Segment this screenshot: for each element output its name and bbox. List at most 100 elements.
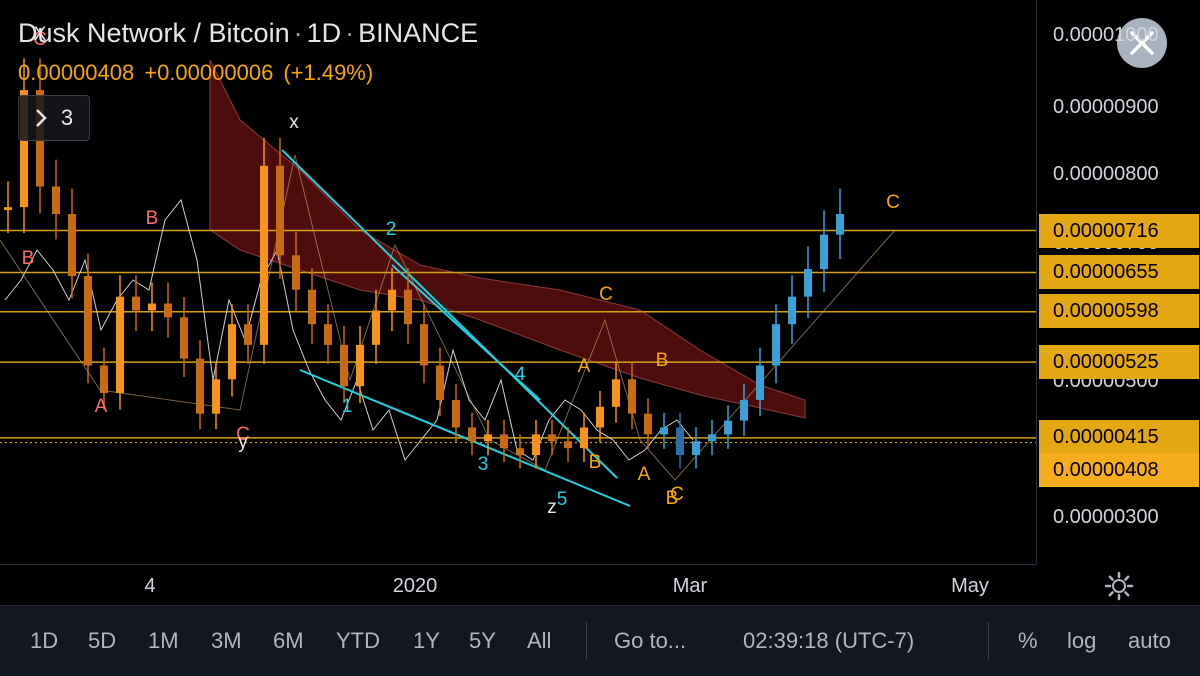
candle-body (788, 296, 796, 325)
price-axis[interactable]: 0.00001000 0.00000900 0.00000800 0.00000… (1036, 0, 1200, 564)
level-label: 0.00000415 (1039, 420, 1199, 454)
close-button[interactable] (1117, 18, 1167, 68)
candle-body (660, 427, 668, 435)
wave-label: A (578, 356, 591, 377)
wave-label: B (22, 248, 35, 269)
time-tick: May (951, 575, 989, 597)
wave-label: 2 (386, 219, 397, 240)
range-all-button[interactable]: All (527, 628, 552, 653)
candle-body (324, 324, 332, 345)
price-change: +0.00000006 (144, 60, 274, 85)
candle-body (388, 289, 396, 311)
candle-body (244, 324, 252, 345)
candle-body (52, 186, 60, 215)
indicators-toggle-button[interactable]: 3 (18, 95, 90, 141)
wave-label: C (886, 192, 900, 213)
candle-body (516, 448, 524, 456)
candle-body (468, 427, 476, 442)
candle-body (724, 420, 732, 435)
candle-body (20, 90, 28, 208)
candle-body (196, 358, 204, 414)
candle-body (532, 434, 540, 456)
candle-body (100, 365, 108, 394)
candle-body (4, 207, 12, 211)
candle-body (628, 379, 636, 414)
time-axis[interactable]: 4 2020 Mar May (0, 564, 1036, 605)
candle-body (452, 399, 460, 428)
range-ytd-button[interactable]: YTD (336, 628, 380, 653)
candle-body (404, 289, 412, 325)
level-label: 0.00000598 (1039, 294, 1199, 328)
candle-body (772, 324, 780, 366)
level-label: 0.00000716 (1039, 214, 1199, 248)
range-3m-button[interactable]: 3M (211, 628, 242, 653)
wave-label: A (95, 396, 108, 417)
candle-body (548, 434, 556, 442)
ichimoku-cloud (209, 59, 806, 419)
candle-body (484, 434, 492, 442)
price-tick: 0.00000800 (1053, 163, 1159, 185)
wave-label: y (238, 432, 248, 453)
current-price-label: 0.00000408 (1039, 453, 1199, 487)
wave-label: C (33, 29, 47, 50)
candle-body (164, 303, 172, 318)
goto-date-button[interactable]: Go to... (614, 628, 687, 653)
candle-body (116, 296, 124, 394)
percent-scale-toggle[interactable]: % (1018, 628, 1038, 653)
log-scale-toggle[interactable]: log (1067, 628, 1097, 653)
candle-body (740, 399, 748, 421)
wave-label: B (589, 452, 602, 473)
chevron-right-icon (35, 109, 47, 127)
wave-label: 5 (557, 489, 568, 510)
candle-body (500, 434, 508, 449)
candle-body (276, 165, 284, 256)
candle-body (148, 303, 156, 311)
candle-body (820, 234, 828, 270)
wave-label: z (547, 497, 557, 518)
candle-body (612, 379, 620, 407)
exchange-label: BINANCE (358, 18, 479, 48)
wave-label: C (670, 484, 684, 505)
candle-body (692, 441, 700, 456)
candle-body (132, 296, 140, 311)
symbol-name: Dusk Network / Bitcoin (18, 18, 290, 48)
candle-body (836, 214, 844, 235)
candle-body (564, 441, 572, 449)
candle-body (804, 269, 812, 297)
candle-body (644, 413, 652, 435)
candle-body (756, 365, 764, 400)
candle-body (708, 434, 716, 442)
range-1m-button[interactable]: 1M (148, 628, 179, 653)
price-change-pct: (+1.49%) (283, 60, 374, 85)
settings-gear-icon[interactable] (1103, 570, 1135, 602)
close-icon (1130, 31, 1154, 55)
toolbar-divider (586, 622, 587, 660)
range-6m-button[interactable]: 6M (273, 628, 304, 653)
range-1d-button[interactable]: 1D (30, 628, 59, 653)
price-tick: 0.00000900 (1053, 96, 1159, 118)
wave-label: B (666, 488, 679, 509)
wave-label: A (638, 464, 651, 485)
candle-body (676, 427, 684, 456)
range-5d-button[interactable]: 5D (88, 628, 117, 653)
price-readout: 0.00000408 +0.00000006 (+1.49%) (18, 60, 383, 86)
auto-scale-toggle[interactable]: auto (1128, 628, 1171, 653)
range-1y-button[interactable]: 1Y (413, 628, 440, 653)
trend-line (281, 149, 618, 479)
clock-timezone-button[interactable]: 02:39:18 (UTC-7) (743, 628, 915, 653)
trend-line (391, 264, 541, 401)
wave-label: B (146, 208, 159, 229)
candle-body (356, 344, 364, 387)
wave-label: C (599, 284, 613, 305)
candle-body (180, 317, 188, 359)
wave-label: 1 (342, 396, 353, 417)
candle-body (580, 427, 588, 449)
candle-body (420, 324, 428, 366)
last-price: 0.00000408 (18, 60, 135, 85)
range-5y-button[interactable]: 5Y (469, 628, 496, 653)
symbol-title: Dusk Network / Bitcoin · 1D · BINANCE (18, 18, 479, 48)
candle-body (84, 276, 92, 366)
level-label: 0.00000655 (1039, 255, 1199, 289)
